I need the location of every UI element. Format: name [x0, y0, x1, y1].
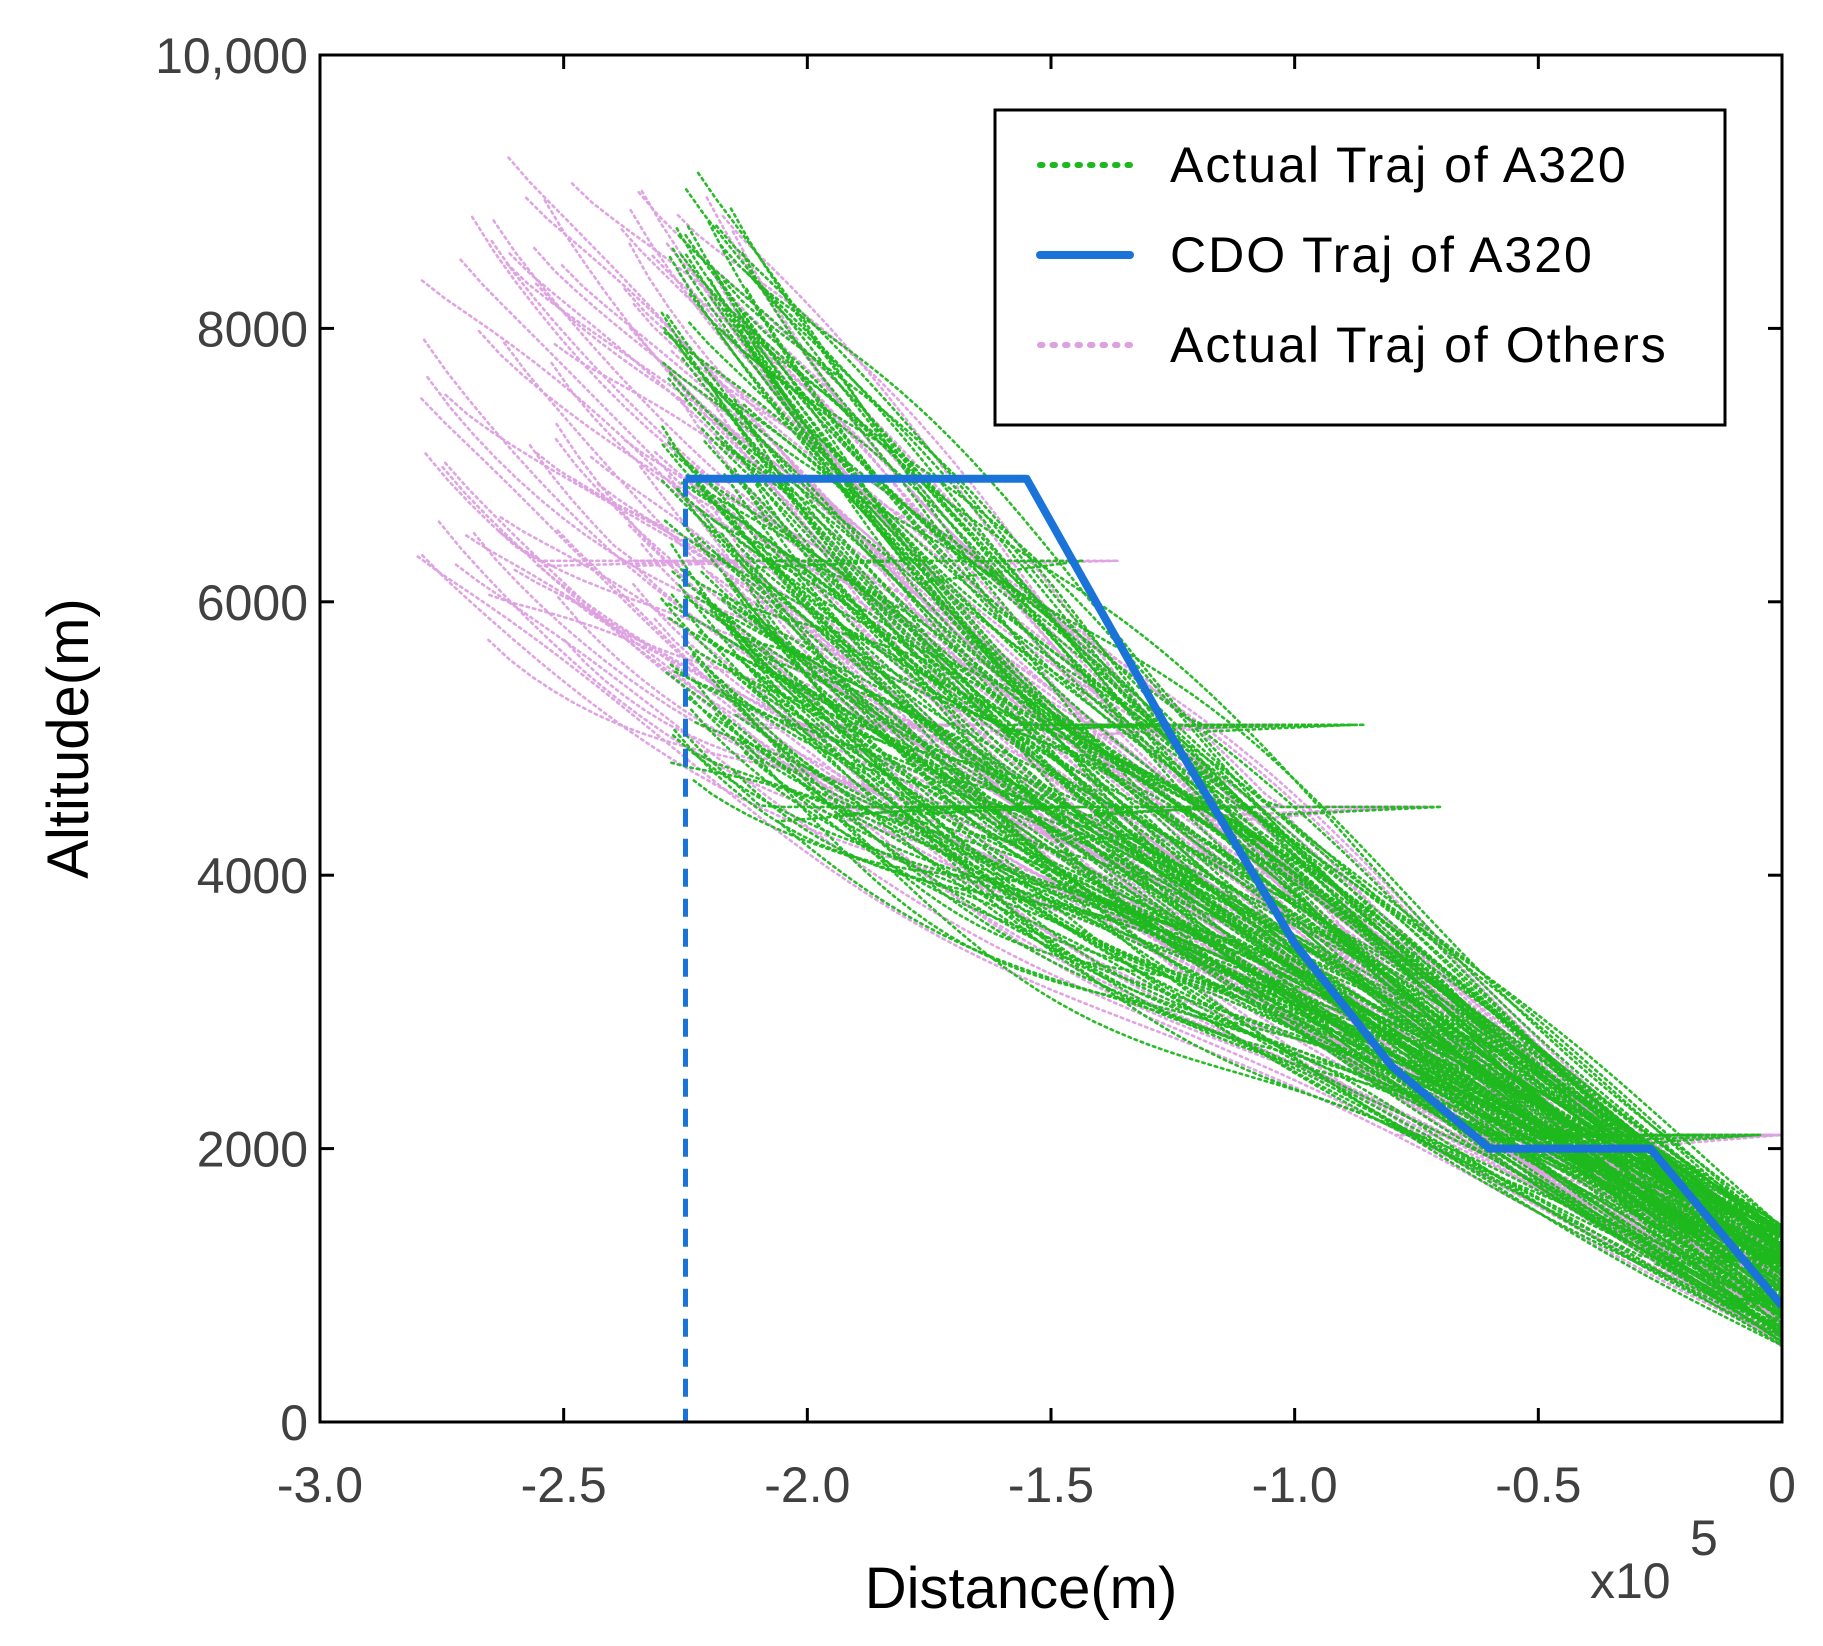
y-tick-label: 10,000: [155, 28, 308, 84]
trajectory-line-a320: [661, 479, 1782, 1241]
trajectory-line-a320: [695, 596, 1782, 1295]
trajectory-line-a320: [679, 568, 1782, 1232]
trajectory-line-a320: [733, 770, 1782, 1237]
trajectory-line-a320: [700, 427, 1782, 1261]
trajectory-line-a320: [753, 670, 1782, 1280]
cdo-trajectory-line: [685, 474, 1782, 1309]
trajectory-line-a320: [681, 522, 1782, 1316]
trajectory-line-a320: [745, 287, 1782, 1254]
trajectory-line-a320: [723, 473, 1782, 1285]
y-tick-label: 2000: [197, 1122, 308, 1178]
trajectory-line-a320: [707, 220, 1782, 1228]
trajectory-line-a320: [715, 436, 1782, 1294]
trajectory-line-a320: [753, 279, 1782, 1297]
trajectory-line-a320: [742, 403, 1782, 1263]
x-tick-label: -2.5: [521, 1457, 607, 1513]
trajectory-line-a320: [748, 588, 1782, 1319]
trajectory-line-a320: [673, 453, 1782, 1336]
trajectory-line-a320: [751, 541, 1782, 1265]
plot-area: [416, 156, 1782, 1422]
trajectory-line-others: [487, 638, 1782, 1249]
trajectory-line-a320: [714, 712, 1782, 1334]
ticks: [318, 53, 1784, 1424]
x-tick-label: 0: [1768, 1457, 1796, 1513]
trajectory-line-a320: [689, 695, 1782, 1282]
trajectory-line-a320: [669, 334, 1782, 1249]
y-tick-label: 0: [280, 1395, 308, 1451]
legend-label-0: Actual Traj of A320: [1170, 137, 1628, 193]
x-tick-label: -2.0: [764, 1457, 850, 1513]
trajectory-line-others: [416, 555, 1782, 1342]
y-tick-label: 6000: [197, 575, 308, 631]
labels: -3.0 -2.5 -2.0 -1.5 -1.0 -0.5 0 0 2000 4000 6000 80…: [36, 28, 1796, 1621]
x-tick-label: -1.5: [1008, 1457, 1094, 1513]
x-multiplier-label: x10: [1590, 1553, 1671, 1609]
trajectory-line-a320: [670, 543, 1782, 1330]
trajectory-line-a320: [709, 609, 1782, 1324]
trajectory-line-a320: [723, 280, 1782, 1324]
trajectory-line-a320: [671, 570, 1782, 1335]
trajectory-line-a320: [693, 679, 1782, 1329]
x-tick-label: -3.0: [277, 1457, 363, 1513]
trajectory-line-a320: [665, 671, 1782, 1339]
x-tick-label: -0.5: [1495, 1457, 1581, 1513]
trajectory-line-others: [513, 568, 1782, 1323]
y-tick-label: 8000: [197, 301, 308, 357]
trajectory-line-a320: [729, 667, 1782, 1247]
trajectory-line-a320: [661, 443, 1782, 1236]
trajectory-line-a320: [721, 596, 1782, 1235]
trajectory-line-a320: [684, 253, 1782, 1340]
trajectory-line-a320: [745, 271, 1782, 1229]
trajectory-line-a320: [660, 311, 1782, 1245]
trajectory-line-a320: [712, 643, 1782, 1230]
legend-label-1: CDO Traj of A320: [1170, 227, 1594, 283]
trajectory-line-a320: [736, 310, 1782, 1250]
trajectory-line-a320: [684, 188, 1782, 1278]
y-axis-title: Altitude(m): [36, 598, 101, 878]
x-multiplier-exponent: 5: [1690, 1510, 1718, 1566]
trajectory-line-a320: [678, 584, 1782, 1253]
trajectory-line-a320: [691, 485, 1782, 1231]
legend[interactable]: Actual Traj of A320 CDO Traj of A320 Actua…: [993, 108, 1727, 427]
trajectory-line-a320: [698, 589, 1782, 1270]
trajectory-line-others: [454, 563, 1782, 1338]
trajectory-line-others: [424, 452, 1782, 1314]
trajectory-line-a320: [709, 279, 1782, 1310]
y-tick-label: 4000: [197, 848, 308, 904]
trajectory-line-a320: [721, 599, 1782, 1281]
trajectory-line-a320: [741, 656, 1782, 1335]
trajectory-line-others: [420, 279, 1782, 1282]
trajectory-line-a320: [752, 344, 1782, 1270]
trajectory-line-others: [499, 516, 1782, 1340]
trajectory-line-a320: [746, 555, 1782, 1258]
trajectory-line-a320: [676, 487, 1782, 1313]
x-tick-label: -1.0: [1252, 1457, 1338, 1513]
trajectory-line-a320: [698, 630, 1782, 1303]
trajectory-line-a320: [734, 713, 1782, 1248]
trajectory-line-a320: [733, 398, 1782, 1315]
trajectory-line-a320: [737, 540, 1782, 1227]
trajectory-line-a320: [716, 330, 1782, 1233]
trajectory-line-a320: [741, 251, 1782, 1244]
legend-label-2: Actual Traj of Others: [1170, 317, 1668, 373]
x-axis-title: Distance(m): [865, 1556, 1178, 1621]
trajectory-line-a320: [751, 477, 1782, 1234]
